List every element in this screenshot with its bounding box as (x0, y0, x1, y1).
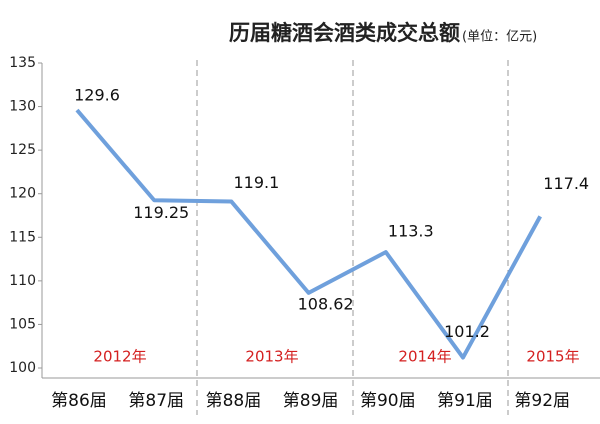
data-label: 129.6 (74, 86, 120, 105)
year-annotation: 2014年 (398, 348, 451, 366)
y-tick-label: 130 (9, 99, 36, 115)
x-tick-label: 第89届 (283, 391, 339, 411)
chart-subtitle: (单位：亿元) (462, 30, 537, 45)
y-tick-label: 105 (9, 316, 36, 332)
x-tick-label: 第90届 (360, 391, 416, 411)
data-label: 113.3 (388, 222, 434, 241)
year-annotation: 2012年 (93, 348, 146, 366)
year-annotation: 2015年 (526, 348, 579, 366)
y-tick-label: 120 (9, 186, 36, 202)
y-tick-label: 135 (9, 55, 36, 71)
data-label: 117.4 (543, 174, 589, 193)
x-tick-label: 第91届 (437, 391, 493, 411)
y-tick-label: 100 (9, 360, 36, 376)
x-tick-label: 第92届 (514, 391, 570, 411)
x-tick-label: 第87届 (128, 391, 184, 411)
data-line (75, 108, 542, 360)
y-tick-label: 110 (9, 273, 36, 289)
data-label: 119.1 (233, 173, 279, 192)
x-tick-label: 第86届 (51, 391, 107, 411)
x-tick-label: 第88届 (206, 391, 262, 411)
data-label: 119.25 (133, 203, 189, 222)
data-label: 101.2 (444, 322, 490, 341)
chart-title: 历届糖酒会酒类成交总额 (229, 21, 460, 45)
year-annotation: 2013年 (245, 348, 298, 366)
y-tick-label: 115 (9, 229, 36, 245)
y-tick-label: 125 (9, 142, 36, 158)
data-label: 108.62 (298, 294, 354, 313)
